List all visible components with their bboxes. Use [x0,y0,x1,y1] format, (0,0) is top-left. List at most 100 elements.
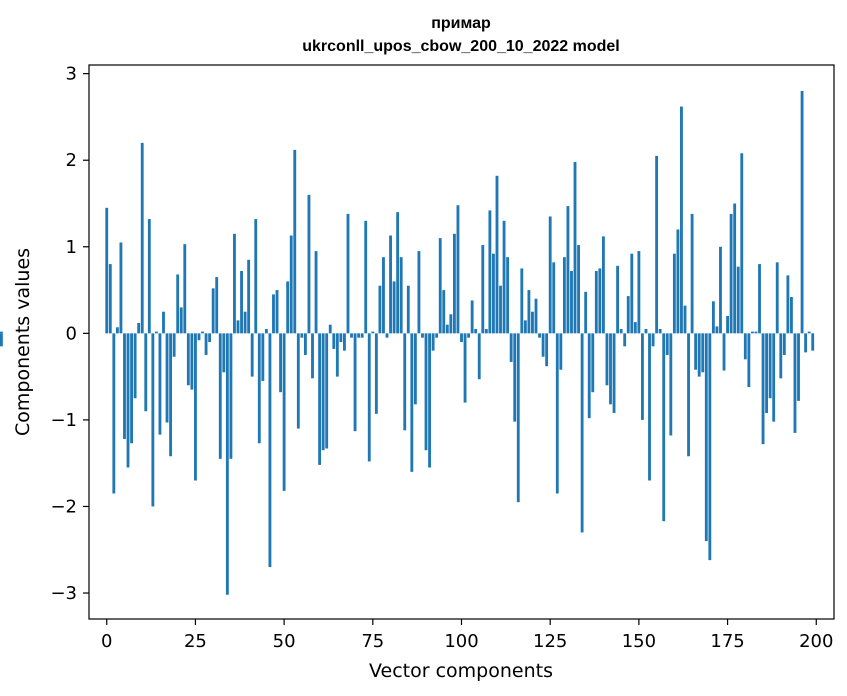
bar [715,326,719,334]
bar [264,329,268,334]
bar [314,251,318,334]
bar [172,333,176,357]
bar [765,333,769,413]
bar [743,333,747,360]
bar [804,333,808,353]
bar [655,155,659,334]
bar [176,274,180,334]
bar [577,245,580,334]
bar [538,333,541,338]
bar [169,333,173,457]
bar [452,233,456,334]
bar [293,149,297,334]
y-tick-label: 2 [66,150,77,171]
y-tick-label: −3 [50,583,77,604]
bar [371,331,375,334]
bar [399,257,403,334]
bar [378,285,382,334]
bar [616,265,620,334]
bar [431,333,435,351]
bar [726,316,729,334]
bar [261,333,265,381]
bar [396,212,400,334]
bar [218,333,222,459]
bar [626,296,630,334]
bar [694,333,698,370]
bar [108,264,112,334]
bar [211,288,215,334]
bar [165,333,169,423]
bar [406,285,410,334]
bar [672,253,676,334]
bar [740,153,744,334]
y-tick-label: 3 [66,64,77,85]
bar [736,266,740,334]
bar [257,333,261,444]
bar [343,333,346,351]
bar [243,311,247,334]
bar [555,333,559,494]
bar [513,333,517,422]
bar [601,236,605,334]
bar [250,333,254,377]
x-axis-ticks: 0 25 50 75 100 125 150 175 200 [101,619,833,652]
bar [623,333,627,347]
bar [690,213,694,334]
bar [477,333,481,380]
bar [225,333,229,595]
bar [768,333,772,399]
bar [488,210,492,334]
bar [782,333,786,355]
bar [133,333,137,399]
y-axis-ticks: −3 −2 −1 0 1 2 3 [50,64,89,604]
bar [353,333,357,432]
bar [438,238,442,334]
x-tick-label: 125 [533,631,567,652]
bar [811,333,815,351]
bar [754,331,758,334]
bar [162,311,165,334]
bar [711,301,715,334]
bar [140,142,144,334]
bar [147,219,151,334]
bar [545,333,549,367]
y-tick-label: 0 [66,323,77,344]
bar [183,244,187,334]
bar [311,333,314,379]
bar [729,213,733,334]
bar [495,175,499,334]
bar [382,257,385,334]
bar [747,333,751,388]
bar [300,333,304,338]
bar [321,333,325,451]
bar [790,296,793,334]
bar [612,333,616,413]
bar [619,329,623,334]
bar [303,333,307,355]
bar [463,333,467,403]
y-tick-label: −2 [50,496,77,517]
bar [750,331,754,334]
bar [424,333,428,451]
bar [0,331,3,334]
x-tick-label: 175 [710,631,744,652]
bar [350,333,353,338]
bar [594,271,598,334]
bar [119,242,123,334]
bar [130,333,133,444]
bar [562,257,566,334]
x-tick-label: 25 [184,631,207,652]
bar [417,251,421,334]
bar [492,253,495,334]
bar [509,333,513,362]
bar [772,333,776,422]
bar [208,333,212,342]
bar [332,333,336,349]
bar [580,333,584,533]
bar [201,331,204,334]
bar [154,331,158,334]
bar [318,333,322,465]
bar [0,333,3,347]
bar [651,333,655,347]
bar [456,205,460,334]
